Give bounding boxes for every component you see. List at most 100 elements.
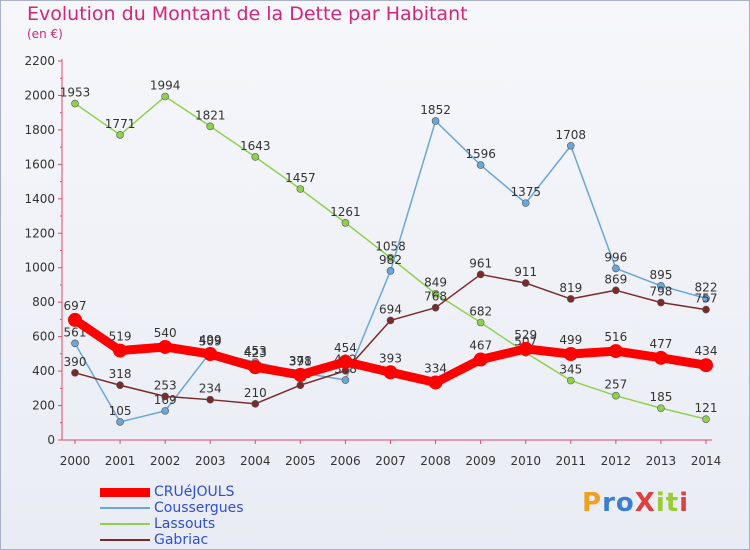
data-label-gabriac: 768 [424,290,447,304]
logo-letter: t [665,488,680,518]
data-point-lassouts [161,92,169,101]
legend-item-lassouts: Lassouts [100,516,244,532]
y-tick-label: 1600 [24,157,55,171]
data-label-gabriac: 390 [64,355,87,369]
data-label-crujouls: 697 [64,299,87,313]
data-label-coussergues: 982 [379,253,402,267]
data-label-gabriac: 819 [559,281,582,295]
data-point-coussergues [386,267,395,275]
data-label-crujouls: 516 [604,330,627,344]
data-point-lassouts [116,131,124,139]
data-point-gabriac [386,316,395,325]
data-point-gabriac [566,295,575,303]
data-label-coussergues: 453 [244,344,267,358]
data-label-coussergues: 1596 [465,147,496,161]
x-tick-label: 2007 [375,454,406,468]
data-label-crujouls: 423 [244,346,267,360]
data-label-gabriac: 694 [379,302,402,316]
data-label-crujouls: 434 [695,344,718,358]
chart-legend: CRUéJOULS Coussergues Lassouts Gabriac [100,484,244,548]
data-point-lassouts [612,391,620,400]
y-tick-label: 400 [32,364,55,378]
data-label-coussergues: 509 [199,334,222,348]
legend-swatch-cruejouls [100,487,150,497]
data-point-gabriac [116,381,124,390]
data-point-gabriac [161,392,169,401]
data-point-coussergues [702,294,710,303]
data-point-coussergues [431,117,440,125]
data-point-lassouts [71,99,79,108]
data-label-crujouls: 454 [334,341,357,355]
data-point-gabriac [476,270,485,279]
data-point-crujouls [158,339,173,354]
y-tick-label: 1000 [24,261,55,275]
x-tick-label: 2008 [420,454,451,468]
data-point-coussergues [612,264,620,273]
data-point-crujouls [473,352,488,367]
y-tick-label: 0 [47,433,55,447]
y-tick-label: 600 [32,330,55,344]
data-label-lassouts: 1953 [60,86,91,100]
data-point-crujouls [293,367,308,382]
data-point-gabriac [702,305,710,314]
data-label-gabriac: 234 [199,382,222,396]
x-tick-label: 2010 [510,454,541,468]
data-label-coussergues: 1852 [420,103,451,117]
data-label-gabriac: 869 [604,272,627,286]
data-label-crujouls: 477 [649,337,672,351]
legend-label-cruejouls: CRUéJOULS [154,484,235,500]
data-point-coussergues [657,282,665,290]
x-tick-label: 2014 [691,454,722,468]
data-label-coussergues: 1708 [556,128,587,142]
x-tick-label: 2013 [646,454,677,468]
data-label-lassouts: 1994 [150,78,181,92]
data-label-crujouls: 519 [109,330,132,344]
chart-subtitle: (en €) [27,27,63,41]
data-label-lassouts: 121 [695,401,718,415]
x-tick-label: 2004 [240,454,271,468]
logo-letter: r [602,488,616,518]
data-point-coussergues [476,161,485,169]
data-point-gabriac [431,303,440,312]
y-tick-label: 2000 [24,88,55,102]
legend-item-gabriac: Gabriac [100,532,244,548]
data-label-gabriac: 911 [514,265,537,279]
data-point-lassouts [476,318,485,327]
y-tick-label: 1400 [24,192,55,206]
data-point-lassouts [566,376,575,385]
data-label-gabriac: 757 [695,292,718,306]
data-label-lassouts: 1457 [285,171,316,185]
data-point-crujouls [383,365,398,380]
legend-item-coussergues: Coussergues [100,500,244,516]
data-point-lassouts [341,218,350,227]
data-point-coussergues [116,418,124,426]
data-label-crujouls: 529 [514,328,537,342]
y-tick-label: 800 [32,295,55,309]
data-label-crujouls: 499 [559,333,582,347]
logo-letter: i [679,488,690,518]
data-label-lassouts: 345 [559,363,582,377]
proxiti-logo: ProXiti [582,488,689,518]
data-point-crujouls [608,344,623,359]
data-label-lassouts: 257 [604,378,627,392]
data-point-gabriac [251,400,260,408]
logo-letter: i [655,488,666,518]
legend-item-cruejouls: CRUéJOULS [100,484,244,500]
data-label-gabriac: 210 [244,386,267,400]
data-point-gabriac [71,369,79,377]
data-point-crujouls [563,347,578,362]
data-label-lassouts: 682 [469,305,492,319]
legend-swatch-lassouts [100,523,150,525]
legend-label-coussergues: Coussergues [154,500,244,516]
legend-swatch-gabriac [100,539,150,541]
y-tick-label: 200 [32,399,55,413]
data-point-lassouts [206,122,215,131]
x-tick-label: 2002 [150,454,181,468]
x-tick-label: 2003 [195,454,226,468]
data-label-lassouts: 1771 [105,117,136,131]
x-tick-label: 2006 [330,454,361,468]
data-point-coussergues [161,407,169,415]
data-point-crujouls [338,354,353,369]
data-point-gabriac [612,286,620,295]
